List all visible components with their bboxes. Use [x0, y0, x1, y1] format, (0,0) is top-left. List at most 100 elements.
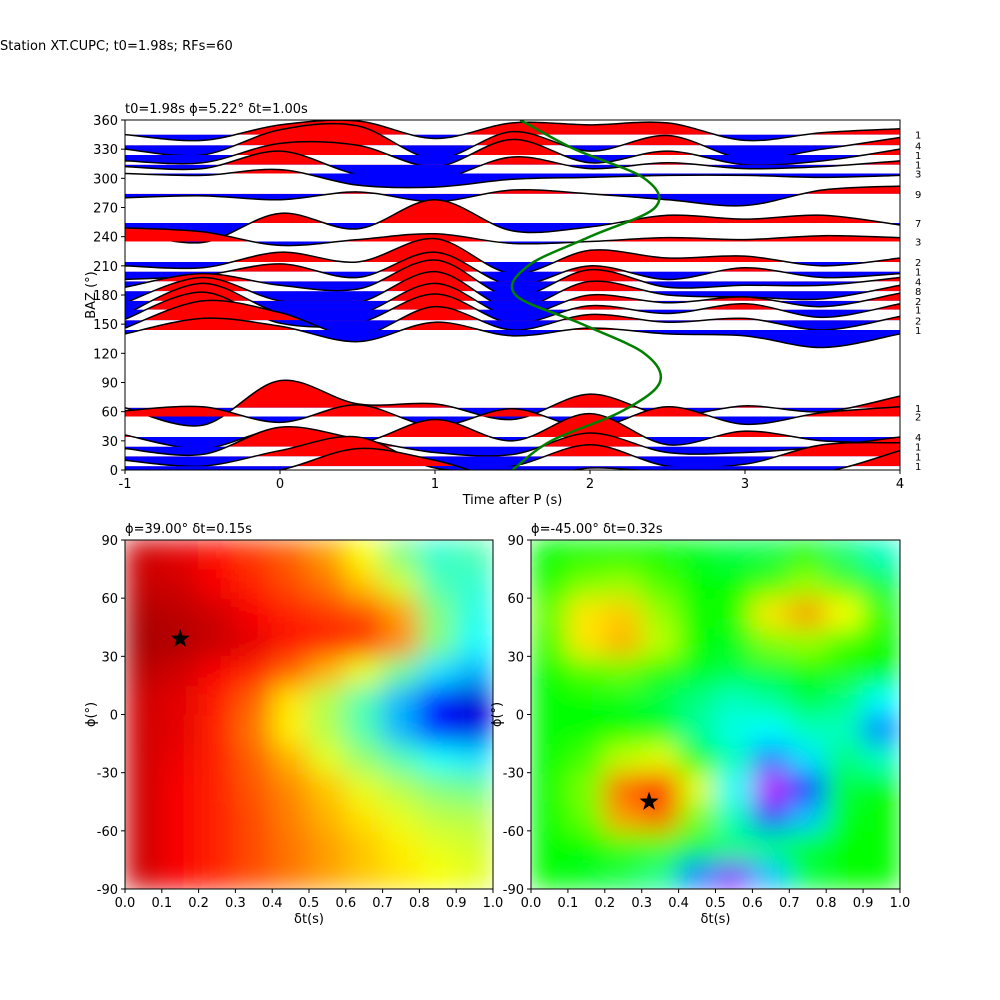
heatmap-cell	[567, 597, 606, 628]
heatmap-cell	[455, 801, 493, 832]
trace-line	[125, 317, 900, 349]
heatmap-cell	[418, 772, 457, 803]
heatmap-cell	[788, 714, 827, 745]
x-axis-label: Time after P (s)	[462, 493, 563, 508]
heatmap-cell	[641, 830, 680, 861]
heatmap-cell	[418, 626, 457, 657]
heatmap-cell	[862, 714, 900, 745]
heatmap-cell	[418, 597, 457, 628]
heatmap-cell	[418, 743, 457, 774]
heatmap-cell	[825, 540, 864, 570]
y-tick-label: 60	[507, 592, 524, 607]
trace-count: 1	[915, 306, 921, 317]
heatmap-cell	[455, 684, 493, 715]
heatmap	[531, 540, 900, 889]
heatmap-cell	[604, 743, 643, 774]
heatmap-cell	[862, 743, 900, 774]
heatmap-cell	[751, 859, 790, 889]
heatmap-cell	[825, 568, 864, 599]
heatmap-cell	[825, 714, 864, 745]
heatmap-cell	[455, 772, 493, 803]
heatmap-cell	[198, 568, 236, 599]
heatmap-cell	[862, 830, 900, 861]
y-tick-label: 60	[101, 592, 118, 607]
x-tick-label: 2	[586, 477, 594, 492]
heatmap-cell	[308, 801, 347, 832]
heatmap-cell	[862, 568, 900, 599]
y-tick-label: 30	[101, 650, 118, 665]
heatmap-cell	[345, 655, 384, 686]
heatmap-cell	[531, 859, 569, 889]
heatmap-cell	[308, 684, 347, 715]
heatmap-cell	[125, 626, 163, 657]
x-tick-label: 1.0	[890, 896, 911, 911]
heatmap-cell	[161, 684, 200, 715]
heatmap-cell	[308, 540, 347, 570]
x-axis-label: δt(s)	[701, 912, 731, 927]
heatmap-cell	[531, 772, 569, 803]
heatmap-cell	[641, 743, 680, 774]
negative-fill	[125, 193, 900, 206]
heatmap-cell	[678, 830, 716, 861]
heatmap-cell	[345, 540, 384, 570]
heatmap-cell	[271, 655, 310, 686]
heatmap-cell	[198, 830, 236, 861]
heatmap-cell	[531, 801, 569, 832]
heatmap-cell	[678, 540, 716, 570]
heatmap-cell	[678, 743, 716, 774]
heatmap-cell	[308, 714, 347, 745]
heatmap-cell	[198, 597, 236, 628]
heatmap-cell	[862, 801, 900, 832]
heatmap-cell	[345, 772, 384, 803]
trace-count: 1	[915, 131, 921, 142]
heatmap-cell	[678, 626, 716, 657]
trace-count: 9	[915, 190, 921, 201]
heatmap-cell	[825, 743, 864, 774]
y-tick-label: 0	[110, 464, 118, 479]
heatmap-cell	[308, 655, 347, 686]
x-tick-label: 1.0	[483, 896, 504, 911]
heatmap-cell	[715, 801, 753, 832]
trace-count: 3	[915, 169, 921, 180]
heatmap-cell	[678, 714, 716, 745]
heatmap-cell	[825, 597, 864, 628]
heatmap-cell	[234, 540, 273, 570]
heatmap-cell	[678, 859, 716, 889]
trace-count: 1	[915, 452, 921, 463]
x-tick-label: 0.8	[816, 896, 837, 911]
heatmap-cell	[567, 568, 606, 599]
x-tick-label: 0.0	[115, 896, 136, 911]
heatmap-cell	[271, 743, 310, 774]
trace-line	[125, 379, 900, 427]
heatmap-cell	[825, 684, 864, 715]
axes-title: ϕ=39.00° δt=0.15s	[125, 522, 252, 537]
heatmap-cell	[161, 859, 200, 889]
x-tick-label: 0.0	[521, 896, 542, 911]
heatmap-cell	[604, 801, 643, 832]
x-tick-label: 0.7	[372, 896, 393, 911]
heatmap-cell	[862, 859, 900, 889]
negative-fill	[125, 241, 900, 246]
heatmap-cell	[604, 568, 643, 599]
negative-fill	[125, 145, 900, 160]
trace-count: 1	[915, 151, 921, 162]
trace-count: 2	[915, 316, 921, 327]
x-tick-label: 0.3	[225, 896, 246, 911]
heatmap	[125, 540, 493, 889]
trace-count: 4	[915, 277, 921, 288]
trace-count: 2	[915, 258, 921, 269]
trace-count: 1	[915, 326, 921, 337]
heatmap-cell	[678, 568, 716, 599]
heatmap-cell	[788, 626, 827, 657]
x-tick-label: 0.6	[335, 896, 356, 911]
heatmap-cell	[161, 714, 200, 745]
x-tick-label: 1	[431, 477, 439, 492]
positive-fill	[250, 199, 887, 224]
positive-fill	[226, 252, 782, 272]
negative-fill	[125, 416, 900, 429]
heatmap-cell	[641, 859, 680, 889]
heatmap-cell	[161, 801, 200, 832]
negative-fill	[125, 155, 900, 167]
heatmap-cell	[345, 568, 384, 599]
trace-count: 1	[915, 462, 921, 473]
